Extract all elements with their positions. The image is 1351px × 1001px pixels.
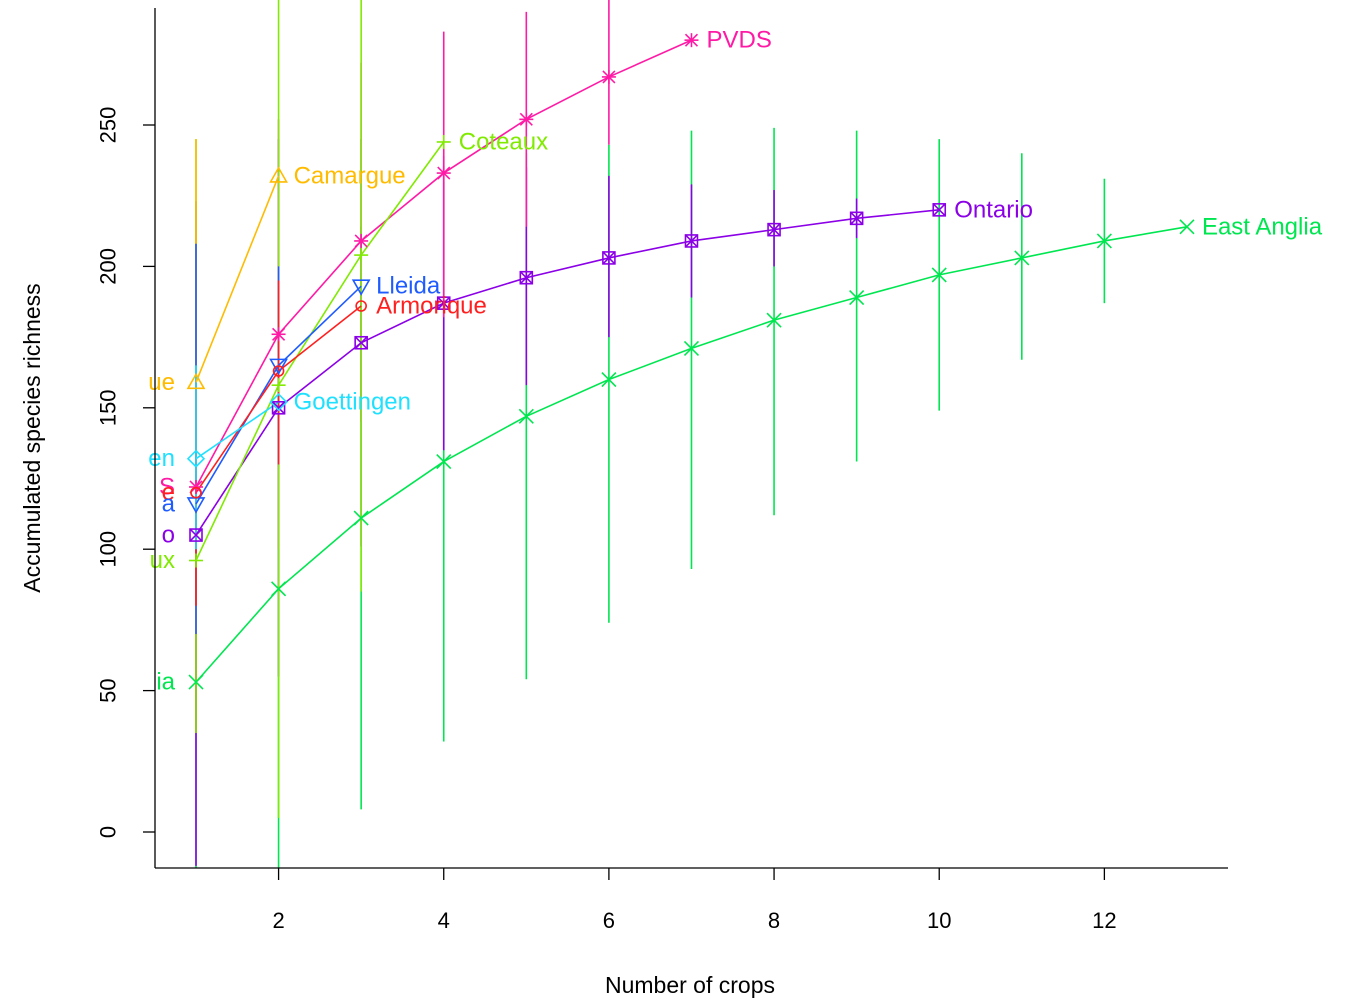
coteaux-point-4 — [436, 134, 451, 149]
x-tick-label-6: 6 — [603, 908, 615, 933]
left-edge-fragment-8: ia — [156, 669, 175, 696]
pvds-point-6 — [601, 69, 616, 84]
east-anglia-point-12 — [1096, 233, 1112, 249]
east-anglia-point-1 — [188, 674, 204, 690]
ontario-point-3 — [354, 335, 368, 350]
armorique-point-3 — [355, 300, 367, 312]
east-anglia-point-7 — [683, 340, 700, 356]
ontario-point-4 — [436, 296, 451, 310]
pvds-point-2 — [271, 327, 286, 342]
x-tick-label-10: 10 — [927, 908, 951, 933]
east-anglia-point-3 — [353, 510, 369, 526]
camargue-label: Camargue — [294, 162, 406, 189]
pvds-point-3 — [354, 233, 369, 248]
camargue-line — [195, 175, 280, 383]
coteaux-point-1 — [189, 553, 203, 568]
axes: 2 4 6 8 10 12 0 50 100 150 200 250 — [96, 8, 1228, 933]
armorique-line — [195, 305, 362, 494]
left-edge-fragment-7: ux — [150, 547, 175, 574]
lleida-point-2 — [269, 358, 288, 375]
goettingen-label: Goettingen — [294, 389, 411, 416]
x-tick-label-2: 2 — [272, 908, 284, 933]
x-axis-title: Number of crops — [605, 972, 775, 998]
east-anglia-point-11 — [1014, 250, 1030, 266]
armorique-point-2 — [272, 365, 285, 377]
east-anglia-label: East Anglia — [1202, 213, 1323, 240]
y-axis-ticks: 0 50 100 150 200 250 — [96, 107, 155, 838]
plot-area — [186, 0, 1195, 868]
coteaux-line — [195, 141, 445, 561]
pvds-label: PVDS — [706, 27, 771, 54]
armorique-label: Armorique — [376, 292, 487, 319]
ontario-point-8 — [767, 222, 781, 237]
east-anglia-point-9 — [849, 289, 865, 306]
coteaux-point-2 — [271, 378, 286, 393]
ontario-point-5 — [519, 270, 534, 285]
left-edge-fragment-6: o — [162, 522, 175, 549]
goettingen-point-2 — [269, 393, 288, 412]
y-tick-label-150: 150 — [96, 389, 121, 426]
left-edge-fragment-3: S — [159, 473, 175, 500]
goettingen-point-1 — [186, 449, 206, 468]
east-anglia-point-2 — [271, 581, 287, 597]
lleida-label: Lleida — [376, 273, 441, 300]
ontario-point-7 — [684, 234, 699, 248]
y-tick-label-200: 200 — [96, 248, 121, 285]
y-tick-label-0: 0 — [96, 826, 121, 838]
pvds-point-7 — [684, 33, 699, 48]
x-tick-label-4: 4 — [438, 908, 450, 933]
pvds-point-4 — [436, 166, 451, 181]
series-markers — [186, 33, 1195, 690]
east-anglia-point-13 — [1179, 219, 1195, 235]
ontario-point-2 — [271, 400, 286, 415]
armorique-point-1 — [190, 486, 202, 499]
east-anglia-point-8 — [766, 312, 782, 328]
east-anglia-point-5 — [518, 408, 534, 424]
ontario-line — [195, 209, 940, 536]
y-tick-label-100: 100 — [96, 531, 121, 568]
left-edge-fragment-2: en — [148, 445, 175, 472]
east-anglia-point-10 — [931, 267, 947, 283]
x-tick-label-12: 12 — [1092, 908, 1116, 933]
left-edge-fragment-4: e — [162, 479, 175, 506]
camargue-point-1 — [186, 372, 206, 390]
east-anglia-point-4 — [436, 453, 452, 470]
left-edge-fragment-1: ue — [148, 369, 175, 396]
ontario-point-10 — [932, 203, 947, 217]
east-anglia-point-6 — [601, 371, 617, 388]
ontario-label: Ontario — [954, 196, 1033, 223]
ontario-point-1 — [189, 528, 203, 542]
pvds-point-5 — [519, 112, 534, 127]
coteaux-point-3 — [354, 248, 369, 263]
coteaux-label: Coteaux — [459, 128, 548, 155]
y-tick-label-50: 50 — [96, 678, 121, 702]
y-axis-title: Accumulated species richness — [19, 283, 45, 592]
camargue-point-2 — [269, 166, 288, 183]
goettingen-line — [195, 401, 280, 460]
lleida-point-3 — [351, 279, 371, 296]
error-bars — [195, 0, 1106, 868]
x-tick-label-8: 8 — [768, 908, 780, 933]
y-tick-label-250: 250 — [96, 107, 121, 144]
ontario-point-6 — [602, 251, 616, 265]
x-axis-ticks: 2 4 6 8 10 12 — [272, 868, 1117, 933]
left-edge-fragment-5: a — [162, 490, 176, 517]
series-labels: East Anglia Ontario PVDS Coteaux Camargue Lle… — [294, 27, 1323, 416]
ontario-point-9 — [849, 211, 864, 226]
